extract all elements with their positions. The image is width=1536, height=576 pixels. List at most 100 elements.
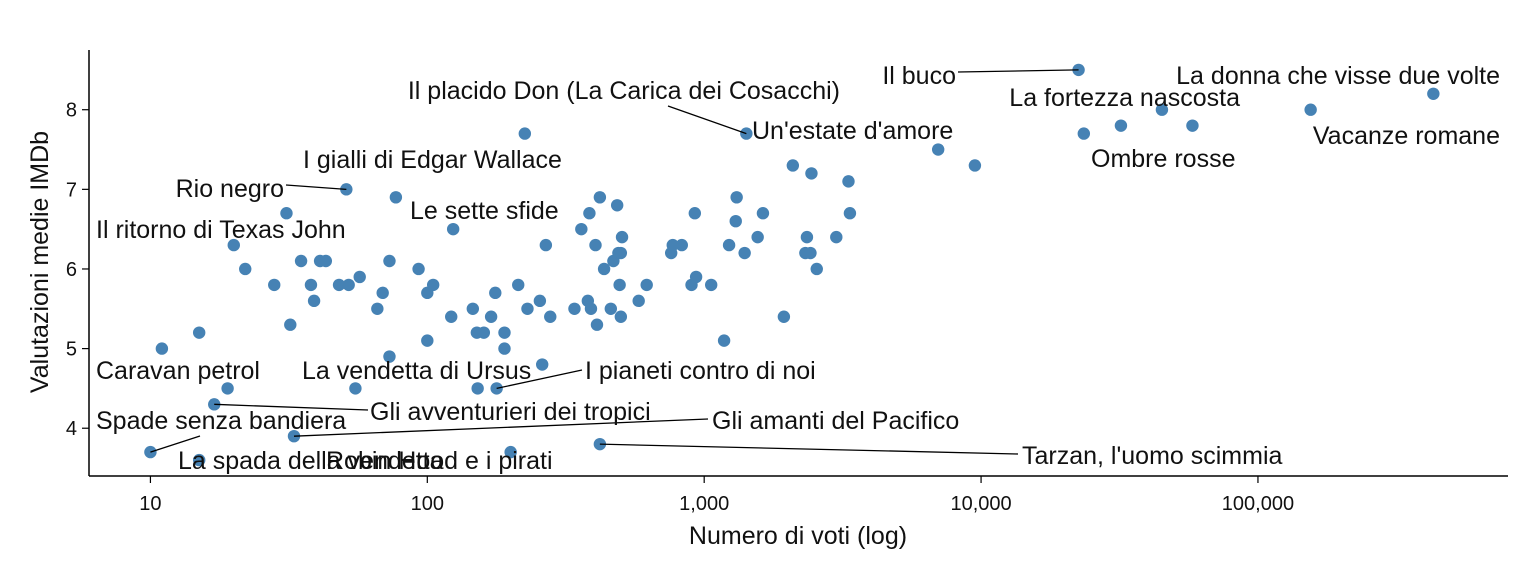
data-point bbox=[484, 310, 498, 323]
x-tick-label: 10,000 bbox=[950, 493, 1011, 515]
data-point bbox=[332, 278, 346, 292]
data-point bbox=[221, 382, 234, 395]
data-point bbox=[284, 318, 297, 331]
label-leader-line bbox=[150, 435, 201, 453]
data-point bbox=[268, 278, 281, 292]
point-label: La vendetta di Ursus bbox=[302, 357, 531, 385]
data-point bbox=[349, 382, 362, 395]
point-label: Caravan petrol bbox=[96, 357, 260, 385]
data-point bbox=[1427, 87, 1440, 100]
data-point bbox=[466, 302, 480, 315]
data-point bbox=[539, 238, 553, 252]
label-leader-line bbox=[667, 105, 747, 135]
data-point bbox=[192, 326, 206, 339]
label-leader-lines bbox=[150, 69, 1079, 455]
data-point bbox=[239, 262, 252, 276]
data-point bbox=[208, 398, 221, 411]
data-point bbox=[843, 207, 857, 220]
data-point bbox=[445, 310, 458, 323]
point-label: Il buco bbox=[882, 62, 956, 90]
x-axis-title: Numero di voti (log) bbox=[689, 522, 907, 550]
data-point bbox=[471, 382, 484, 395]
data-point bbox=[804, 246, 817, 260]
data-point bbox=[675, 238, 688, 252]
data-point bbox=[426, 278, 440, 292]
data-point bbox=[800, 230, 814, 244]
data-point bbox=[512, 278, 525, 292]
label-leader-line bbox=[496, 369, 583, 390]
data-point bbox=[632, 294, 645, 308]
data-point bbox=[504, 445, 517, 459]
point-label: Robin Hood e i pirati bbox=[326, 447, 553, 475]
data-point bbox=[610, 199, 624, 212]
data-point bbox=[614, 310, 628, 323]
data-point bbox=[544, 310, 557, 323]
data-point bbox=[521, 302, 534, 315]
data-point bbox=[533, 294, 547, 308]
point-label: Un'estate d'amore bbox=[752, 117, 953, 145]
point-label: Il placido Don (La Carica dei Cosacchi) bbox=[408, 77, 840, 105]
data-point bbox=[490, 382, 503, 395]
data-point bbox=[342, 278, 355, 292]
data-point bbox=[751, 230, 764, 244]
data-point bbox=[593, 191, 607, 204]
point-label: I pianeti contro di noi bbox=[585, 357, 816, 385]
label-leader-line bbox=[293, 418, 709, 437]
point-label: La donna che visse due volte bbox=[1176, 62, 1500, 90]
data-point bbox=[842, 175, 855, 188]
data-points bbox=[144, 63, 1440, 467]
data-point bbox=[294, 254, 308, 268]
data-point bbox=[614, 246, 628, 260]
data-point bbox=[568, 302, 581, 315]
data-point bbox=[613, 278, 626, 292]
point-label: La spada della vendetta bbox=[178, 447, 444, 475]
data-point bbox=[810, 262, 823, 276]
y-axis-title: Valutazioni medie IMDb bbox=[26, 131, 54, 393]
data-point bbox=[756, 207, 770, 220]
data-point bbox=[518, 127, 532, 140]
data-point bbox=[805, 167, 818, 180]
data-point bbox=[1304, 103, 1317, 116]
y-tick-label: 4 bbox=[66, 418, 77, 440]
data-point bbox=[353, 270, 366, 284]
data-point bbox=[1114, 119, 1128, 132]
data-point bbox=[730, 191, 743, 204]
x-tick-label: 10 bbox=[139, 493, 161, 515]
data-point bbox=[604, 302, 618, 315]
data-point bbox=[717, 334, 731, 347]
point-label: Tarzan, l'uomo scimmia bbox=[1022, 442, 1282, 470]
data-point bbox=[280, 207, 293, 220]
label-leader-line bbox=[285, 184, 347, 190]
data-point bbox=[536, 358, 549, 371]
data-point bbox=[498, 326, 511, 339]
point-label: Spade senza bandiera bbox=[96, 407, 346, 435]
data-point bbox=[590, 318, 604, 331]
label-leader-line bbox=[214, 403, 369, 411]
data-point bbox=[689, 270, 703, 284]
data-point bbox=[597, 262, 611, 276]
axes: 10 100 1,000 10,000 100,000 4 5 6 7 8 bbox=[66, 50, 1508, 515]
point-label: Vacanze romane bbox=[1313, 122, 1500, 150]
y-tick-label: 8 bbox=[66, 100, 77, 122]
data-point bbox=[412, 262, 425, 276]
data-point bbox=[589, 238, 602, 252]
data-point bbox=[729, 214, 742, 228]
data-point bbox=[1155, 103, 1169, 116]
data-point bbox=[155, 342, 169, 355]
point-label: La fortezza nascosta bbox=[1009, 84, 1240, 112]
data-point bbox=[931, 143, 945, 156]
data-point bbox=[376, 286, 389, 300]
label-leader-line bbox=[957, 69, 1079, 73]
data-point bbox=[1077, 127, 1091, 140]
data-point bbox=[319, 254, 333, 268]
data-point bbox=[704, 278, 718, 292]
point-label: Rio negro bbox=[176, 175, 284, 203]
data-point bbox=[371, 302, 384, 315]
data-point bbox=[666, 238, 679, 252]
y-tick-label: 7 bbox=[66, 179, 77, 201]
data-point bbox=[575, 222, 588, 236]
data-point bbox=[383, 254, 396, 268]
data-point bbox=[738, 246, 751, 260]
